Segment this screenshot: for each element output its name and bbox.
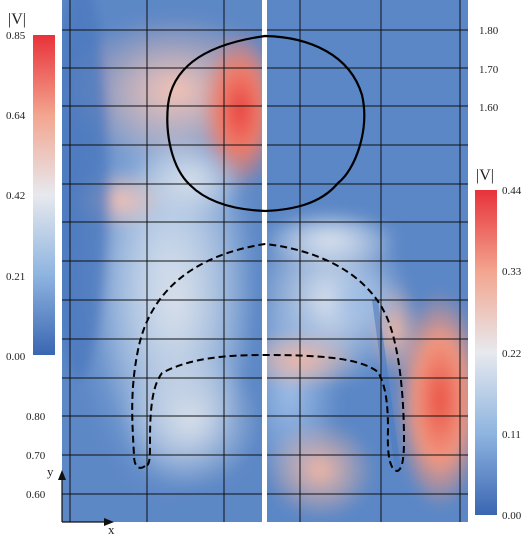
left-colorbar-tick-021: 0.21 <box>6 271 25 283</box>
left-colorbar-tick-000: 0.00 <box>6 351 26 363</box>
right-y-tick-170: 1.70 <box>479 64 499 76</box>
axis-x-name: x <box>108 522 115 537</box>
left-panel-field <box>62 0 263 522</box>
left-colorbar-tick-064: 0.64 <box>6 110 26 122</box>
left-y-axis: 0.80 0.70 0.60 <box>26 411 46 501</box>
film-outline <box>131 242 406 473</box>
right-colorbar-tick-044: 0.44 <box>502 185 522 197</box>
right-colorbar-tick-033: 0.33 <box>502 266 522 278</box>
right-colorbar-tick-011: 0.11 <box>502 429 521 441</box>
panel-separator <box>262 0 267 522</box>
left-colorbar-label: |V| <box>8 11 26 28</box>
right-colorbar-tick-022: 0.22 <box>502 348 521 360</box>
axis-arrows <box>58 470 114 526</box>
right-colorbar <box>475 190 497 515</box>
left-colorbar <box>33 35 55 355</box>
left-y-tick-070: 0.70 <box>26 450 46 462</box>
right-colorbar-label: |V| <box>476 167 494 184</box>
left-colorbar-tick-042: 0.42 <box>6 190 25 202</box>
axis-y-name: y <box>47 464 54 479</box>
right-colorbar-tick-000: 0.00 <box>502 510 522 522</box>
left-y-tick-060: 0.60 <box>26 489 46 501</box>
bubble-outline <box>166 34 366 213</box>
right-y-axis: 1.80 1.70 1.60 <box>479 25 499 114</box>
left-y-tick-080: 0.80 <box>26 411 46 423</box>
right-y-tick-180: 1.80 <box>479 25 499 37</box>
left-colorbar-ticks: 0.85 0.64 0.42 0.21 0.00 <box>6 30 26 363</box>
right-colorbar-ticks: 0.44 0.33 0.22 0.11 0.00 <box>502 185 522 522</box>
right-y-tick-160: 1.60 <box>479 102 499 114</box>
left-colorbar-tick-085: 0.85 <box>6 30 26 42</box>
